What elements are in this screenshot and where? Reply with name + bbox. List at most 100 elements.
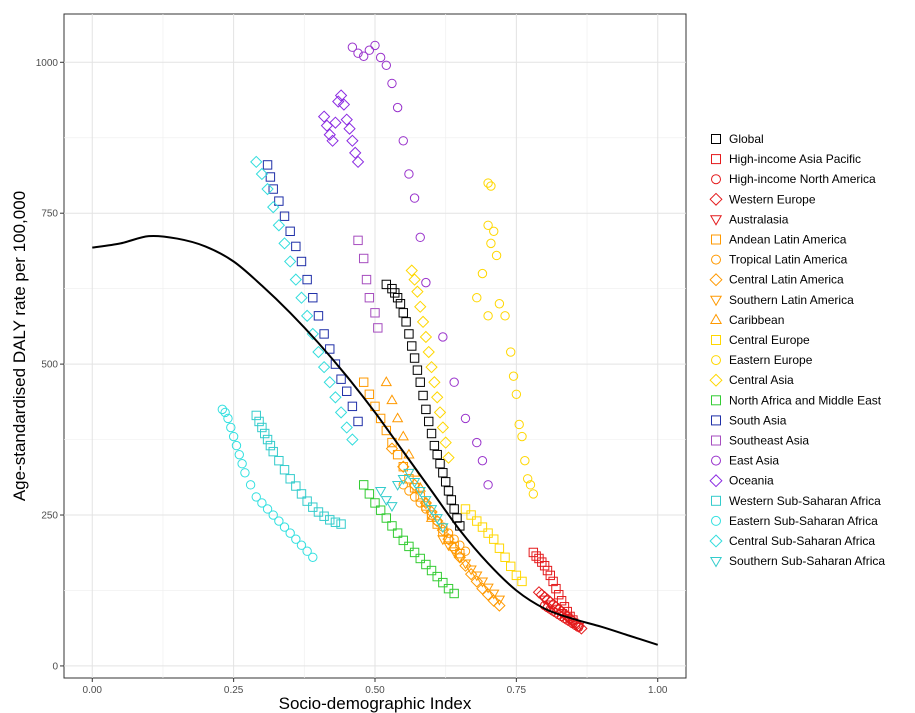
data-point <box>421 277 431 288</box>
data-point <box>438 332 448 342</box>
data-point <box>234 449 244 460</box>
data-point <box>409 353 420 363</box>
data-point <box>466 510 476 520</box>
data-point <box>342 386 352 396</box>
data-point <box>291 241 301 252</box>
data-point <box>575 622 588 635</box>
data-point <box>537 557 547 567</box>
data-point <box>279 211 290 221</box>
data-point <box>424 416 434 427</box>
data-point <box>491 250 502 261</box>
data-point <box>436 421 450 434</box>
data-point <box>398 136 408 146</box>
data-point <box>433 406 447 419</box>
x-axis-title: Socio-demographic Index <box>279 694 472 713</box>
data-point <box>390 288 400 298</box>
data-point <box>415 553 425 564</box>
data-point <box>329 116 342 129</box>
data-point <box>476 577 489 588</box>
data-point <box>477 455 488 466</box>
data-point <box>476 582 489 595</box>
data-point <box>556 596 567 606</box>
data-point <box>381 60 392 71</box>
data-point <box>254 416 264 427</box>
data-point <box>340 421 353 434</box>
data-point <box>364 389 375 399</box>
data-point <box>313 311 324 321</box>
legend-key <box>711 355 721 366</box>
data-point <box>361 274 372 285</box>
data-point <box>426 428 437 439</box>
data-point <box>291 481 301 491</box>
legend-key <box>709 192 723 206</box>
y-tick-label: 1000 <box>36 58 59 69</box>
data-point <box>538 595 551 606</box>
data-point <box>261 182 274 196</box>
legend-key <box>711 234 721 245</box>
data-point <box>334 406 348 419</box>
data-point <box>317 110 331 123</box>
legend-label: Southern Sub-Saharan Africa <box>729 554 885 568</box>
data-point <box>520 455 530 466</box>
data-point <box>454 553 466 564</box>
data-point <box>391 412 404 423</box>
data-point <box>554 589 564 600</box>
legend-key <box>711 435 721 446</box>
data-point <box>534 553 544 564</box>
data-point <box>414 300 427 313</box>
data-point <box>414 487 426 497</box>
data-point <box>245 480 256 490</box>
data-point <box>392 528 403 538</box>
data-point <box>542 565 553 576</box>
expected-curve <box>92 234 659 646</box>
data-point <box>442 541 455 552</box>
data-point <box>409 547 420 558</box>
data-point <box>494 543 505 553</box>
data-point <box>386 502 398 513</box>
legend-key <box>711 495 721 506</box>
data-point <box>319 511 329 521</box>
data-point <box>511 570 522 581</box>
data-point <box>481 588 495 601</box>
data-point <box>262 160 273 170</box>
legend-label: East Asia <box>729 454 779 468</box>
data-point <box>449 588 459 599</box>
data-point <box>437 535 449 546</box>
data-point <box>420 496 432 506</box>
data-point <box>240 468 250 478</box>
data-point <box>500 552 510 562</box>
data-point <box>387 521 397 531</box>
data-point <box>323 376 336 389</box>
legend-key <box>709 474 723 488</box>
data-point <box>397 430 409 441</box>
legend: Global High-income Asia Pacific High-incom… <box>709 132 885 568</box>
data-point <box>267 200 280 214</box>
data-point <box>493 599 506 612</box>
legend-label: Eastern Sub-Saharan Africa <box>729 514 878 528</box>
data-point <box>300 309 314 322</box>
data-point <box>289 273 303 286</box>
data-point <box>296 256 307 267</box>
data-point <box>483 528 493 538</box>
data-point <box>488 589 500 600</box>
data-point <box>392 102 403 113</box>
data-point <box>220 407 230 418</box>
data-point <box>340 113 353 126</box>
data-point <box>291 534 301 544</box>
y-axis-ticks: 0 250 500 750 1000 <box>36 58 64 672</box>
data-point <box>489 226 499 237</box>
data-point <box>302 546 312 556</box>
data-point <box>511 389 522 399</box>
legend-label: Oceania <box>729 474 774 488</box>
data-point <box>528 489 539 499</box>
data-point <box>426 565 437 576</box>
legend-key <box>711 395 721 406</box>
data-point <box>296 489 307 499</box>
data-point <box>431 514 443 525</box>
data-point <box>486 181 496 191</box>
data-points <box>217 40 588 635</box>
data-point <box>408 477 421 488</box>
legend-label: Australasia <box>729 212 789 226</box>
data-point <box>358 480 369 490</box>
